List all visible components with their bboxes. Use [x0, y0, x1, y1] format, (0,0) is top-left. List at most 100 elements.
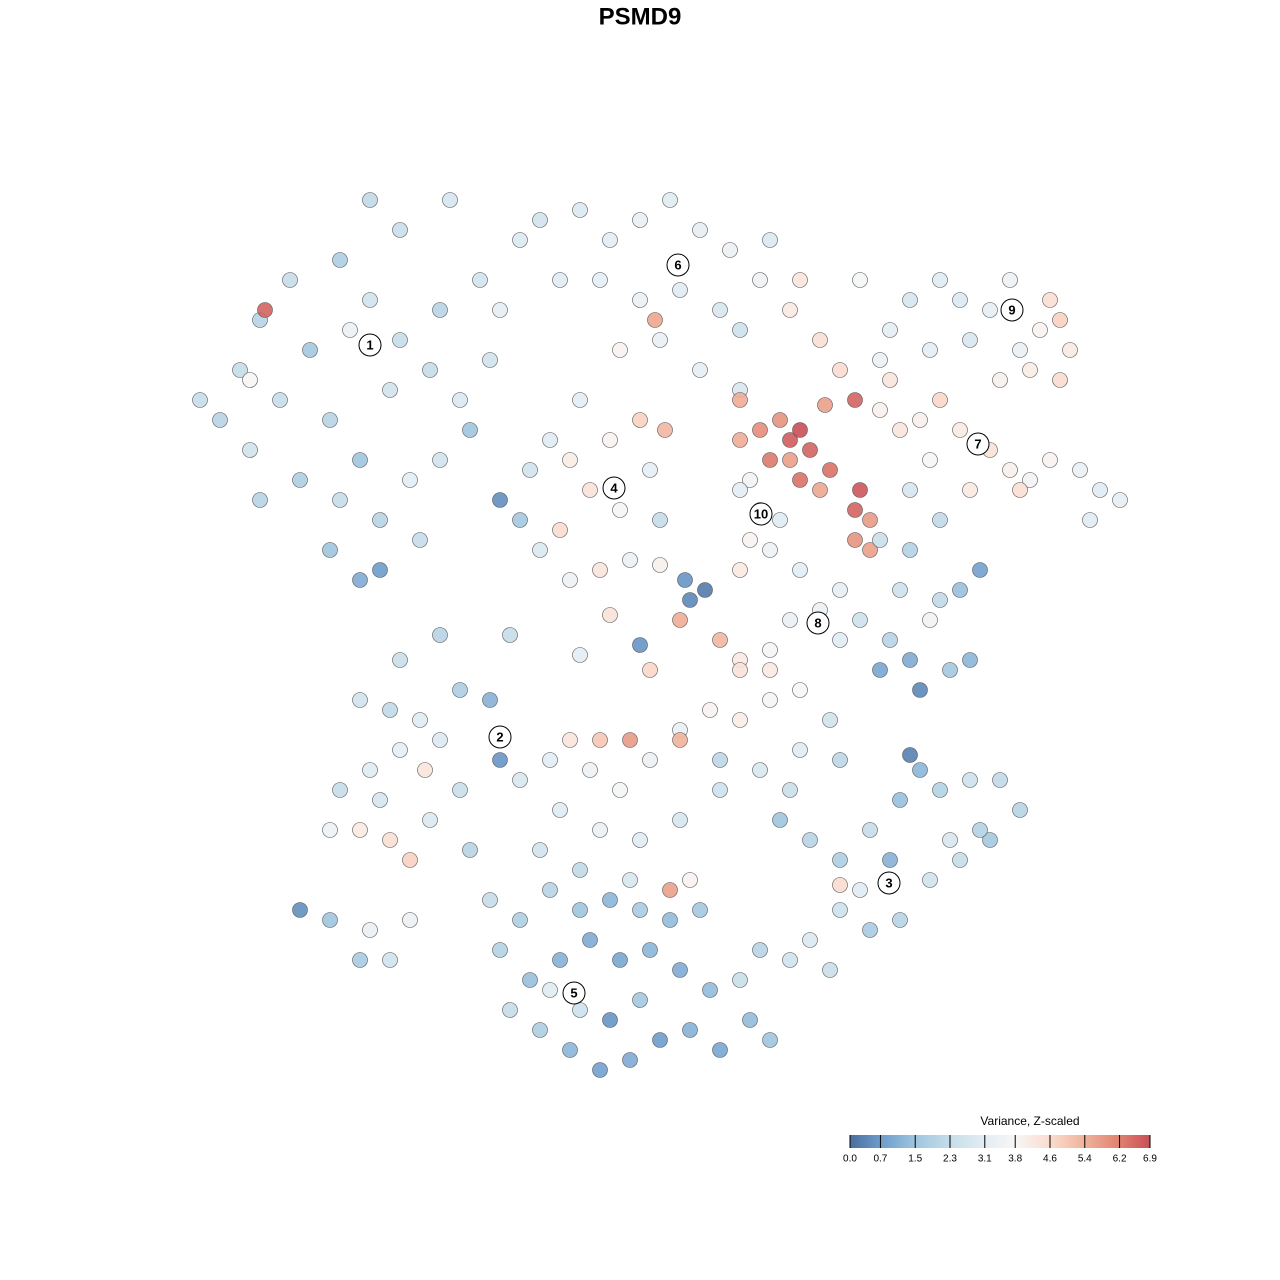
point [442, 192, 458, 208]
point [482, 352, 498, 368]
point [762, 542, 778, 558]
cluster-badge [749, 502, 773, 526]
point [882, 322, 898, 338]
colorbar-tick-label: 0.7 [873, 1154, 887, 1165]
cluster-badge [806, 611, 830, 635]
point [847, 502, 863, 518]
point [612, 782, 628, 798]
point [1082, 512, 1098, 528]
point [922, 452, 938, 468]
point [392, 742, 408, 758]
point [602, 232, 618, 248]
point [417, 762, 433, 778]
point [952, 292, 968, 308]
point [932, 782, 948, 798]
point [752, 762, 768, 778]
cluster-badge [562, 981, 586, 1005]
point [532, 1022, 548, 1038]
point [832, 632, 848, 648]
point [642, 752, 658, 768]
point [852, 272, 868, 288]
point [322, 542, 338, 558]
colorbar-tick-label: 6.2 [1113, 1154, 1127, 1165]
point [942, 832, 958, 848]
point [712, 302, 728, 318]
point [1002, 272, 1018, 288]
point [242, 372, 258, 388]
point [962, 482, 978, 498]
colorbar-tick-label: 3.8 [1008, 1154, 1022, 1165]
point [912, 412, 928, 428]
point [732, 562, 748, 578]
point [632, 902, 648, 918]
point [602, 432, 618, 448]
point [952, 422, 968, 438]
point [852, 482, 868, 498]
cluster-label: 3 [885, 875, 892, 890]
colorbar-tick-label: 4.6 [1043, 1154, 1057, 1165]
point [622, 872, 638, 888]
cluster-label: 5 [570, 985, 577, 1000]
point [552, 952, 568, 968]
point [592, 272, 608, 288]
point [1062, 342, 1078, 358]
point [392, 652, 408, 668]
point [862, 822, 878, 838]
point [572, 647, 588, 663]
point [862, 542, 878, 558]
point [742, 1012, 758, 1028]
point [302, 342, 318, 358]
point [372, 562, 388, 578]
point [892, 582, 908, 598]
point [912, 762, 928, 778]
points [192, 192, 1128, 1078]
point [962, 772, 978, 788]
point [822, 462, 838, 478]
point [832, 362, 848, 378]
point [552, 272, 568, 288]
point [322, 912, 338, 928]
point [257, 302, 273, 318]
point [792, 742, 808, 758]
point [682, 592, 698, 608]
point [352, 952, 368, 968]
point [912, 682, 928, 698]
point [892, 422, 908, 438]
point [872, 532, 888, 548]
point [582, 482, 598, 498]
point [512, 912, 528, 928]
point [732, 392, 748, 408]
point [932, 512, 948, 528]
point [652, 512, 668, 528]
point [1072, 462, 1088, 478]
point [692, 902, 708, 918]
point [732, 662, 748, 678]
point [1092, 482, 1108, 498]
point [542, 432, 558, 448]
point [982, 832, 998, 848]
point [892, 792, 908, 808]
point [352, 692, 368, 708]
cluster-badge [966, 432, 990, 456]
point [762, 232, 778, 248]
colorbar-bar [850, 1135, 1150, 1148]
point [792, 422, 808, 438]
point [232, 362, 248, 378]
point [982, 302, 998, 318]
point [792, 562, 808, 578]
point [792, 682, 808, 698]
point [752, 272, 768, 288]
point [562, 732, 578, 748]
point [372, 792, 388, 808]
point [322, 822, 338, 838]
point [322, 412, 338, 428]
point [862, 512, 878, 528]
point [782, 432, 798, 448]
point [992, 372, 1008, 388]
point [822, 962, 838, 978]
point [642, 462, 658, 478]
point [762, 662, 778, 678]
point [752, 422, 768, 438]
point [782, 952, 798, 968]
